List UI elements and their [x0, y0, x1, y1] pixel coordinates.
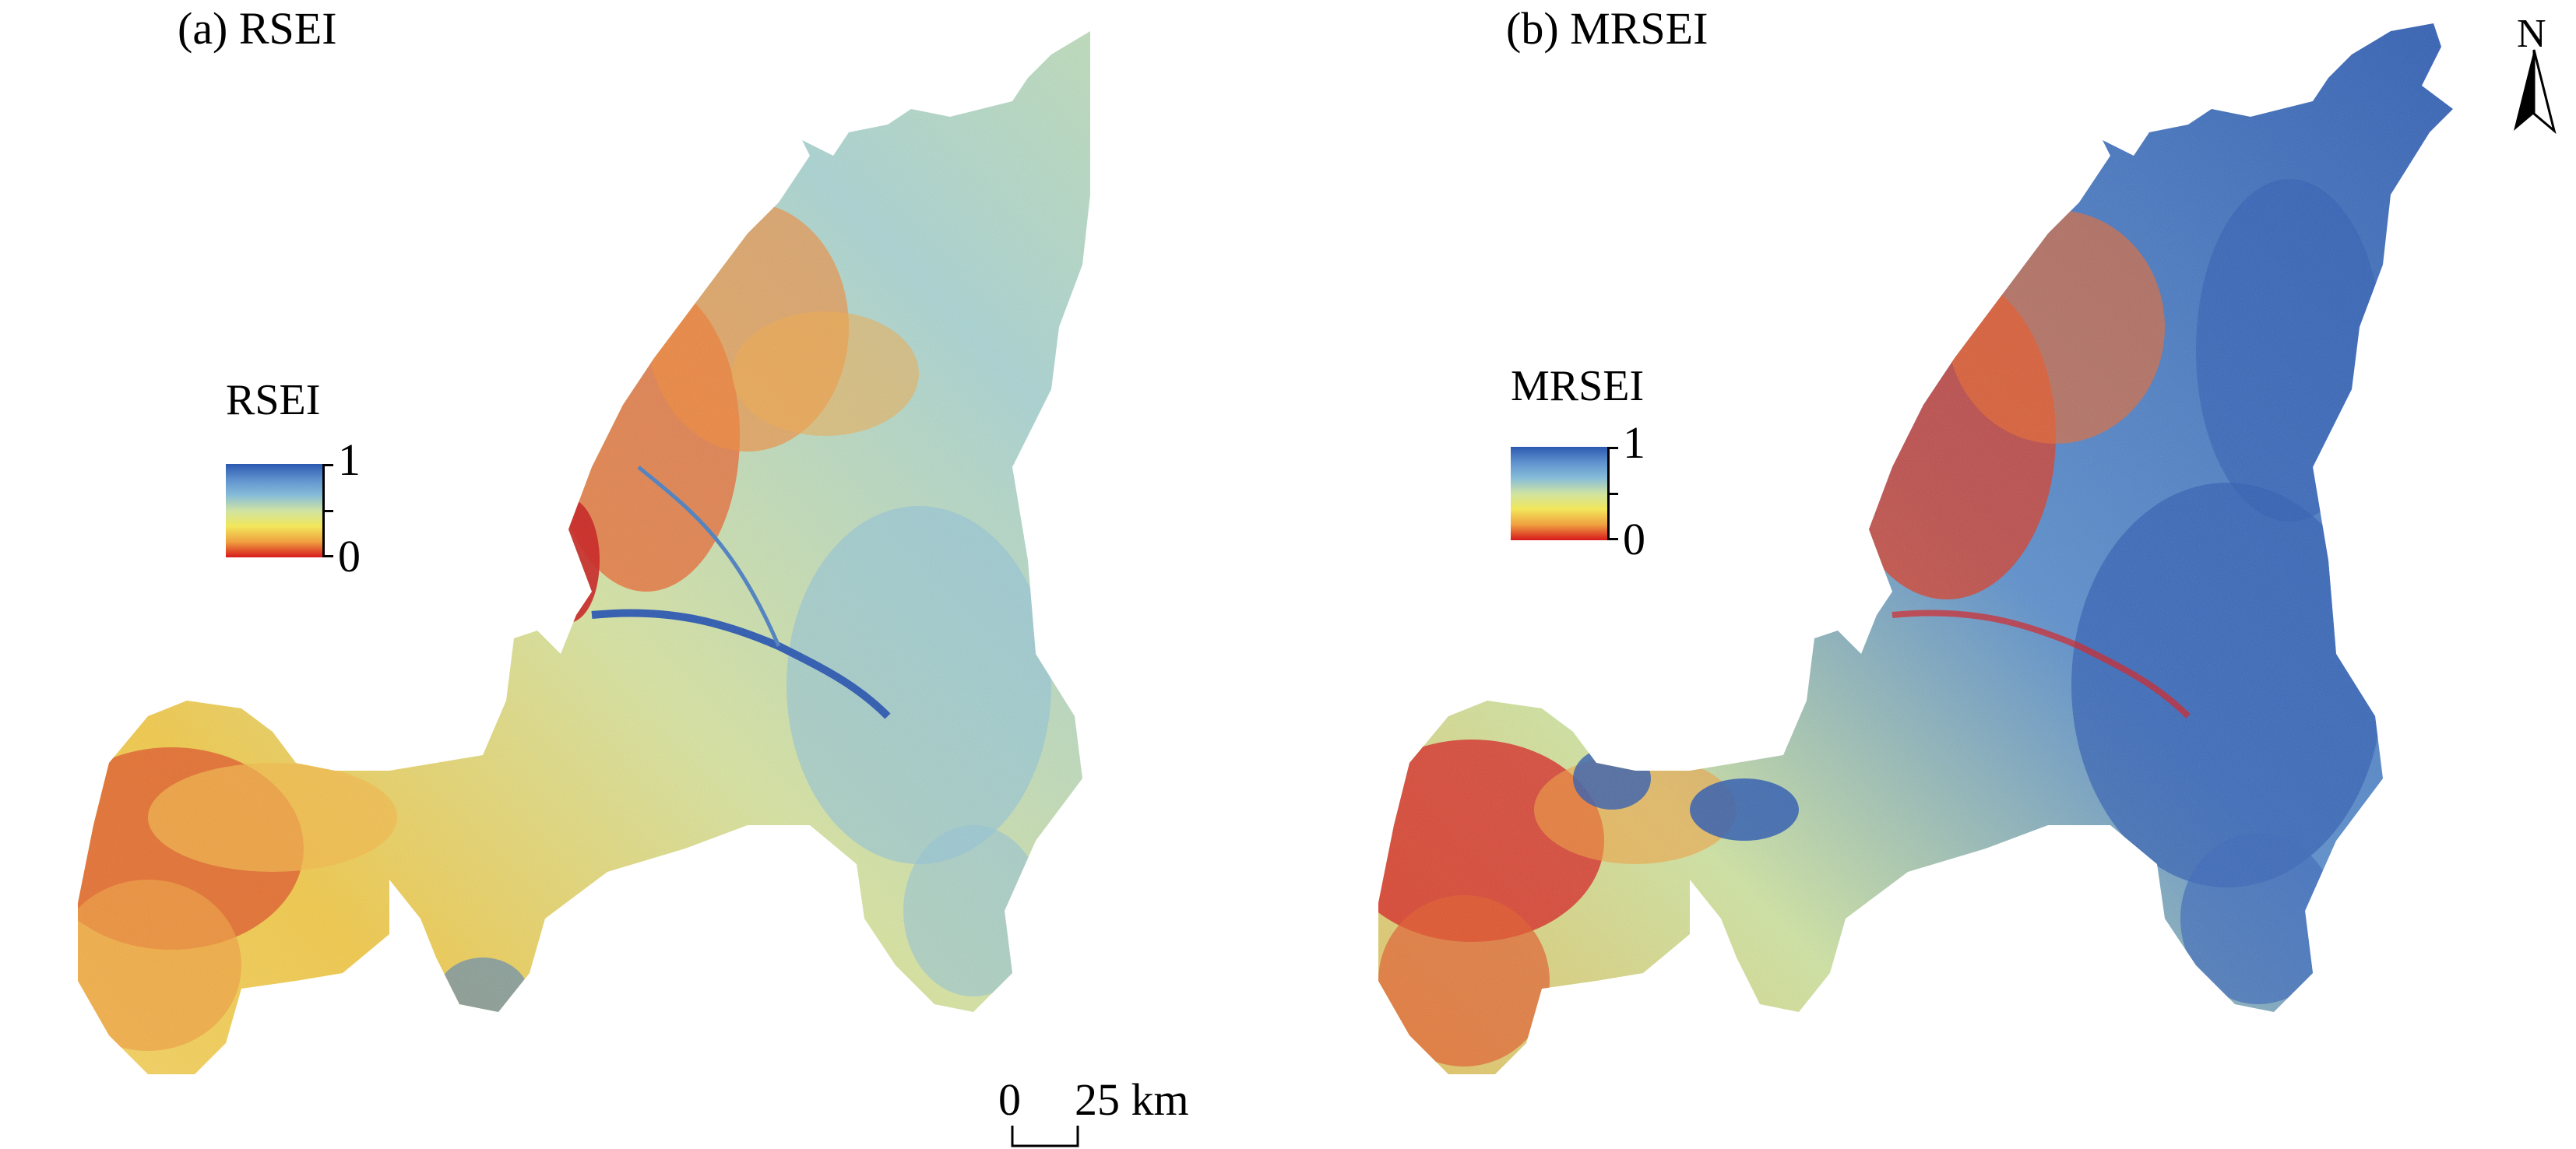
- panel-b-legend-max-label: 1: [1623, 417, 1645, 468]
- scale-bar-zero-label: 0: [998, 1074, 1021, 1125]
- panel-a-legend-min-label: 0: [338, 531, 361, 582]
- panel-b-title: (b) MRSEI: [1506, 3, 1709, 54]
- panel-b-ramp-tick-top: [1607, 447, 1618, 449]
- panel-a-ramp-tick-mid: [322, 510, 333, 512]
- scale-bar-distance-label: 25 km: [1075, 1074, 1189, 1125]
- panel-b-map: [1378, 23, 2453, 1074]
- panel-a-title: (a) RSEI: [178, 3, 337, 54]
- panel-a-ramp-tick-top: [322, 464, 333, 466]
- scale-bar: [1011, 1126, 1079, 1147]
- panel-a-color-ramp: [226, 464, 322, 557]
- north-arrow-icon: [2514, 49, 2557, 135]
- panel-b-ramp-tick-bottom: [1607, 538, 1618, 540]
- panel-a-legend-max-label: 1: [338, 434, 361, 485]
- north-arrow-label: N: [2517, 12, 2546, 56]
- panel-b-ramp-tick-mid: [1607, 493, 1618, 495]
- panel-b-color-ramp: [1511, 447, 1607, 540]
- panel-b-legend-min-label: 0: [1623, 514, 1645, 564]
- panel-a-legend-title: RSEI: [226, 376, 321, 424]
- panel-a-ramp-tick-bottom: [322, 555, 333, 557]
- panel-b-legend-title: MRSEI: [1511, 362, 1645, 410]
- panel-a-map: [78, 23, 1090, 1074]
